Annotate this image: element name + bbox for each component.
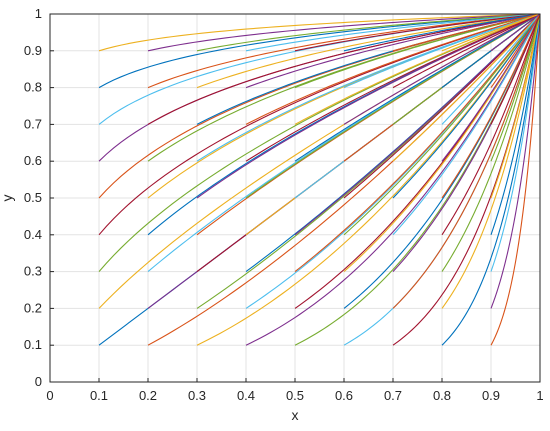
- x-tick-label: 0.3: [188, 388, 206, 403]
- series-line: [441, 13, 541, 199]
- y-tick-label: 0.1: [24, 337, 42, 352]
- series-line: [392, 13, 541, 236]
- y-tick-label: 0.6: [24, 153, 42, 168]
- series-line: [294, 13, 541, 162]
- x-tick-label: 0.7: [384, 388, 402, 403]
- series-line: [441, 13, 541, 272]
- series-line: [441, 13, 541, 52]
- series-line: [343, 13, 541, 236]
- x-tick-label: 0.8: [433, 388, 451, 403]
- series-line: [294, 13, 541, 236]
- x-tick-label: 0.2: [139, 388, 157, 403]
- series-line: [392, 13, 541, 162]
- y-tick-label: 0.2: [24, 300, 42, 315]
- y-tick-label: 0.3: [24, 264, 42, 279]
- series-line: [490, 13, 541, 309]
- series-line: [245, 13, 541, 89]
- series-line: [490, 13, 541, 125]
- series-line: [490, 13, 541, 346]
- series-line: [343, 13, 541, 125]
- series-line: [490, 13, 541, 88]
- series-line: [147, 13, 541, 125]
- series-line: [147, 13, 541, 89]
- x-tick-label: 0.9: [482, 388, 500, 403]
- series-line: [490, 13, 541, 272]
- series-line: [147, 13, 541, 52]
- series-line: [294, 13, 541, 125]
- y-axis-title: y: [0, 195, 15, 202]
- series-line: [245, 13, 541, 199]
- series-line: [196, 13, 541, 199]
- x-axis-ticks: 0 0.1 0.2 0.3 0.4 0.5 0.6 0.7 0.8 0.9 1: [46, 378, 544, 403]
- x-tick-label: 0: [46, 388, 53, 403]
- y-tick-label: 0.7: [24, 116, 42, 131]
- series-line: [441, 13, 541, 236]
- y-tick-label: 0: [35, 374, 42, 389]
- series-line: [392, 13, 541, 89]
- y-tick-label: 0.8: [24, 80, 42, 95]
- series-line: [441, 13, 541, 162]
- y-tick-label: 0.9: [24, 43, 42, 58]
- series-line: [392, 13, 541, 309]
- x-tick-label: 1: [536, 388, 543, 403]
- series-line: [196, 13, 541, 52]
- x-tick-label: 0.5: [286, 388, 304, 403]
- series-line: [343, 13, 541, 89]
- series-line: [294, 13, 541, 89]
- series-line: [294, 13, 541, 52]
- series-line: [490, 13, 541, 235]
- series-line: [490, 13, 541, 162]
- series-line: [441, 13, 541, 346]
- x-axis-title: x: [292, 407, 299, 423]
- series-line: [343, 13, 541, 199]
- series-line: [245, 13, 541, 125]
- series-line: [245, 13, 541, 162]
- series-line: [245, 13, 541, 52]
- y-tick-label: 1: [35, 6, 42, 21]
- series-line: [490, 13, 541, 52]
- series-line: [392, 13, 541, 199]
- y-tick-label: 0.4: [24, 227, 42, 242]
- series-line: [196, 13, 541, 346]
- series-line: [294, 13, 541, 346]
- series-line: [343, 13, 541, 52]
- series-line: [98, 13, 541, 52]
- y-axis-ticks: 0 0.1 0.2 0.3 0.4 0.5 0.6 0.7 0.8 0.9 1: [24, 6, 54, 389]
- series-line: [245, 13, 541, 346]
- series-line: [441, 13, 541, 309]
- series-line: [441, 13, 541, 125]
- series-line: [490, 13, 541, 199]
- series-line: [343, 13, 541, 273]
- y-tick-label: 0.5: [24, 190, 42, 205]
- series-line: [196, 13, 541, 89]
- series-line: [294, 13, 541, 273]
- series-line: [98, 13, 541, 89]
- series-line: [392, 13, 541, 52]
- curves: [98, 13, 541, 346]
- x-tick-label: 0.4: [237, 388, 255, 403]
- x-tick-label: 0.6: [335, 388, 353, 403]
- x-tick-label: 0.1: [90, 388, 108, 403]
